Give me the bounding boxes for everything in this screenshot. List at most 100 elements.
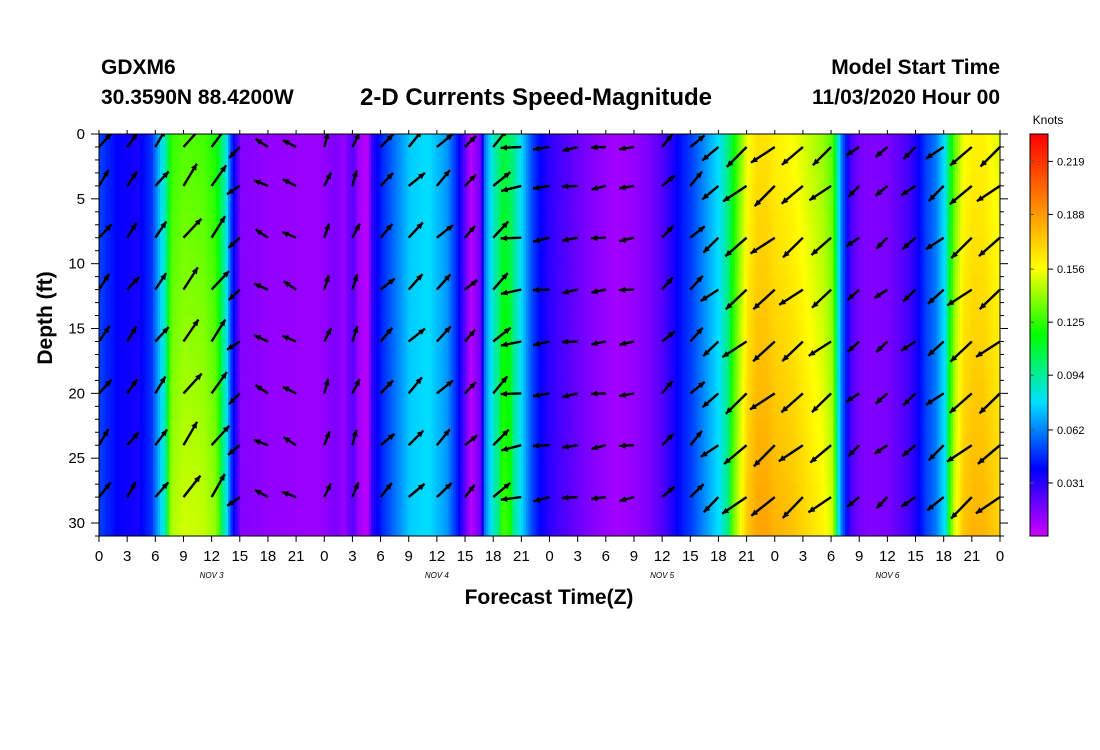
heatmap-cell — [263, 315, 267, 329]
heatmap-cell — [307, 315, 311, 329]
heatmap-cell — [185, 497, 189, 511]
heatmap-cell — [206, 471, 210, 485]
heatmap-cell — [232, 484, 236, 498]
heatmap-cell — [218, 419, 222, 433]
heatmap-cell — [328, 328, 332, 342]
heatmap-cell — [260, 263, 264, 278]
heatmap-cell — [298, 354, 302, 368]
heatmap-cell — [162, 289, 166, 303]
heatmap-cell — [274, 393, 278, 407]
heatmap-cell — [242, 172, 245, 187]
heatmap-cell — [134, 263, 137, 278]
heatmap-cell — [202, 458, 206, 472]
heatmap-cell — [286, 159, 290, 174]
heatmap-cell — [296, 328, 299, 342]
heatmap-cell — [359, 367, 363, 381]
heatmap-cell — [375, 289, 379, 303]
heatmap-cell — [138, 354, 142, 368]
heatmap-cell — [310, 419, 313, 433]
heatmap-cell — [340, 172, 344, 187]
heatmap-cell — [357, 224, 360, 239]
heatmap-cell — [361, 250, 365, 265]
heatmap-cell — [326, 134, 330, 148]
heatmap-cell — [267, 172, 271, 187]
heatmap-cell — [223, 354, 227, 368]
heatmap-cell — [157, 367, 161, 381]
heatmap-cell — [131, 406, 135, 420]
heatmap-cell — [260, 315, 264, 329]
heatmap-cell — [152, 198, 156, 213]
heatmap-cell — [303, 146, 306, 161]
heatmap-cell — [267, 289, 271, 303]
heatmap-cell — [206, 484, 210, 498]
heatmap-cell — [335, 484, 339, 498]
heatmap-cell — [115, 146, 119, 161]
heatmap-cell — [202, 367, 206, 381]
heatmap-cell — [382, 458, 386, 472]
heatmap-cell — [291, 484, 295, 498]
heatmap-cell — [317, 341, 321, 355]
heatmap-cell — [232, 276, 236, 291]
heatmap-cell — [366, 380, 370, 394]
heatmap-cell — [361, 263, 365, 278]
heatmap-cell — [312, 380, 316, 394]
heatmap-cell — [138, 341, 142, 355]
heatmap-cell — [145, 393, 149, 407]
heatmap-cell — [270, 172, 274, 187]
heatmap-cell — [155, 289, 159, 303]
heatmap-cell — [150, 471, 154, 485]
heatmap-cell — [134, 354, 137, 368]
heatmap-cell — [246, 263, 250, 278]
heatmap-cell — [157, 497, 161, 511]
heatmap-cell — [225, 198, 229, 213]
heatmap-cell — [354, 341, 358, 355]
heatmap-cell — [171, 263, 175, 278]
heatmap-cell — [211, 406, 215, 420]
heatmap-cell — [265, 315, 269, 329]
heatmap-cell — [343, 211, 346, 226]
heatmap-cell — [359, 276, 363, 291]
heatmap-cell — [382, 302, 386, 316]
heatmap-cell — [289, 315, 292, 329]
heatmap-cell — [228, 380, 231, 394]
heatmap-cell — [213, 211, 217, 226]
heatmap-cell — [228, 393, 231, 407]
heatmap-cell — [303, 185, 306, 200]
heatmap-cell — [310, 224, 313, 239]
heatmap-cell — [239, 146, 243, 161]
heatmap-cell — [174, 263, 177, 278]
heatmap-cell — [160, 458, 163, 472]
heatmap-cell — [218, 211, 222, 226]
heatmap-cell — [319, 276, 323, 291]
heatmap-cell — [265, 354, 269, 368]
heatmap-cell — [143, 224, 147, 239]
heatmap-cell — [183, 224, 187, 239]
heatmap-cell — [333, 276, 337, 291]
heatmap-cell — [368, 497, 372, 511]
heatmap-cell — [382, 354, 386, 368]
heatmap-cell — [328, 211, 332, 226]
heatmap-cell — [300, 341, 304, 355]
heatmap-cell — [272, 276, 276, 291]
heatmap-cell — [314, 510, 318, 524]
heatmap-cell — [195, 134, 198, 148]
heatmap-cell — [237, 172, 241, 187]
heatmap-cell — [284, 419, 288, 433]
heatmap-cell — [267, 458, 271, 472]
heatmap-cell — [209, 484, 213, 498]
heatmap-cell — [267, 393, 271, 407]
heatmap-cell — [185, 185, 189, 200]
heatmap-cell — [296, 354, 299, 368]
heatmap-cell — [110, 172, 114, 187]
heatmap-cell — [230, 250, 234, 265]
heatmap-cell — [218, 380, 222, 394]
heatmap-cell — [216, 315, 220, 329]
heatmap-cell — [270, 484, 274, 498]
heatmap-cell — [206, 289, 210, 303]
heatmap-cell — [277, 432, 281, 446]
heatmap-cell — [171, 198, 175, 213]
heatmap-cell — [265, 406, 269, 420]
heatmap-cell — [228, 510, 231, 524]
heatmap-cell — [160, 393, 163, 407]
heatmap-cell — [253, 289, 257, 303]
